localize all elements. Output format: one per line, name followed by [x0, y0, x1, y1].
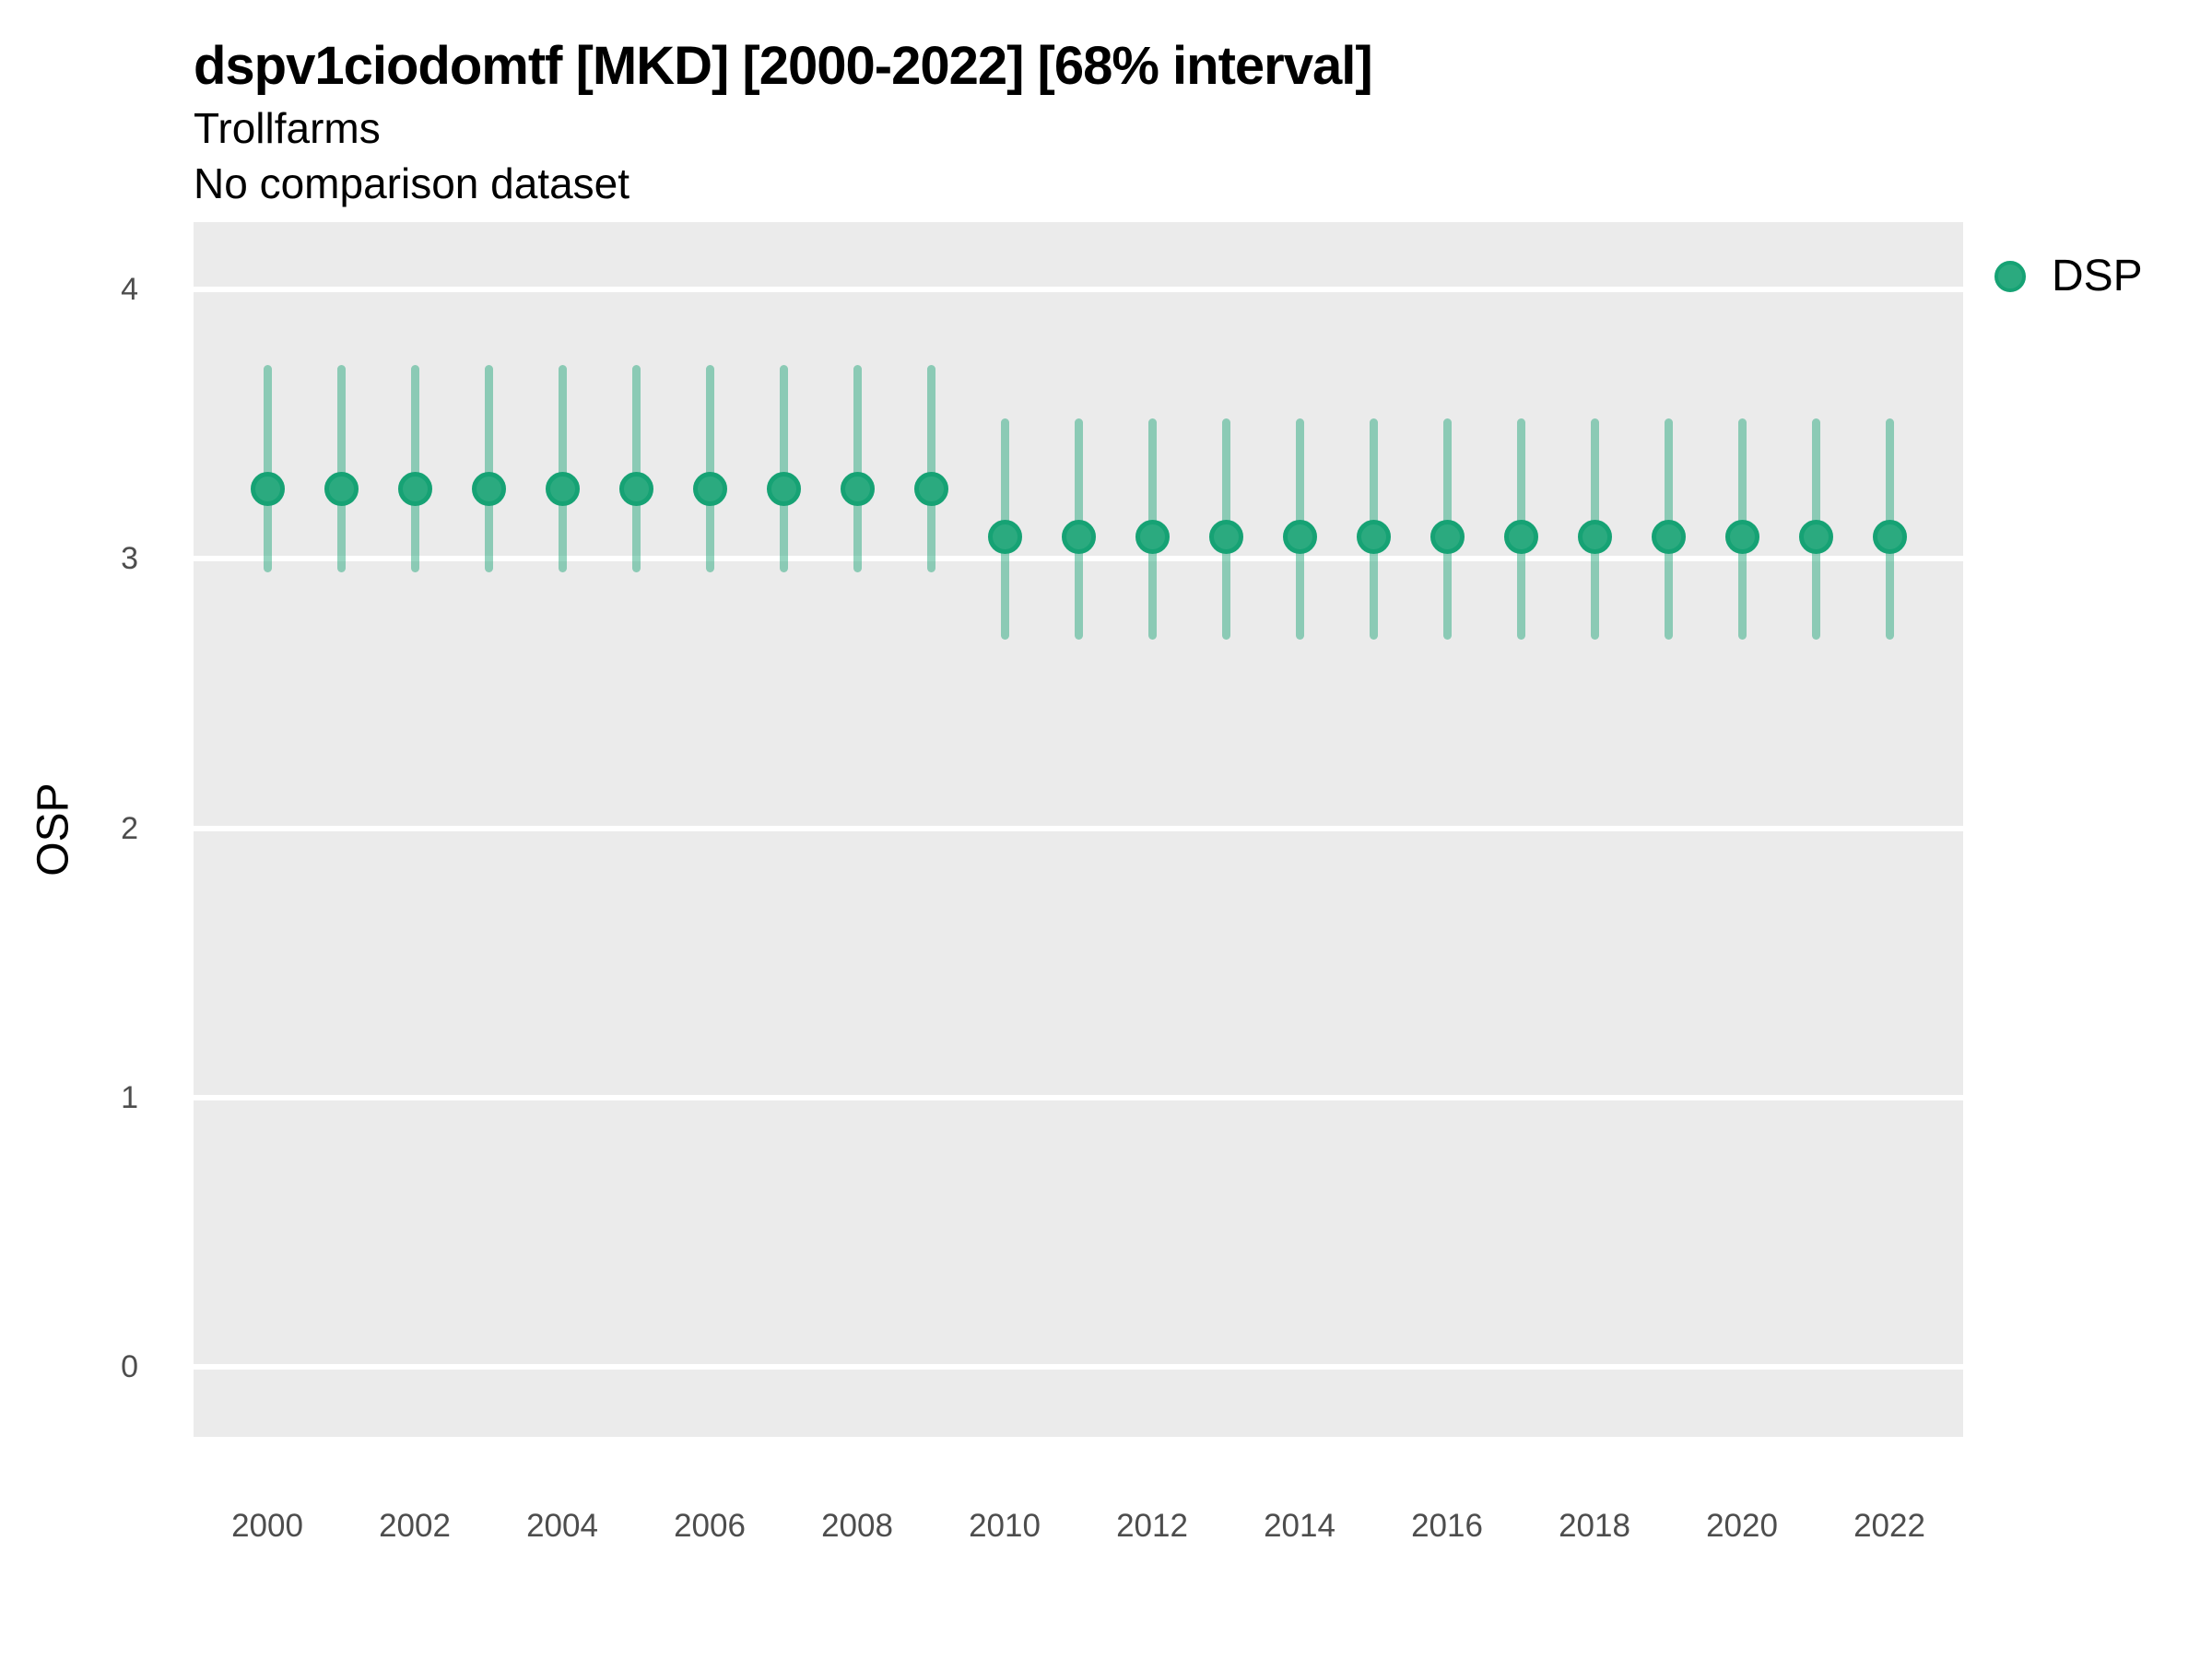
data-point — [1135, 520, 1170, 555]
data-point — [545, 471, 580, 506]
interval-bar — [336, 364, 346, 572]
x-tick-label: 2010 — [969, 1508, 1041, 1544]
data-point — [324, 471, 359, 506]
x-tick-label: 2014 — [1264, 1508, 1335, 1544]
data-point — [1208, 520, 1243, 555]
legend-circle-icon — [1994, 261, 2026, 292]
data-point — [987, 520, 1022, 555]
data-point — [397, 471, 432, 506]
data-point — [250, 471, 285, 506]
gridline-y-0 — [194, 1364, 1963, 1371]
data-point — [692, 471, 727, 506]
comparison-note: No comparison dataset — [194, 159, 630, 207]
x-tick-label: 2002 — [379, 1508, 451, 1544]
interval-bar — [779, 364, 788, 572]
x-tick-label: 2006 — [674, 1508, 746, 1544]
x-tick-label: 2020 — [1706, 1508, 1778, 1544]
y-tick-label: 3 — [121, 541, 138, 577]
gridline-y-2 — [194, 825, 1963, 831]
legend: DSP — [1994, 252, 2143, 300]
interval-bar — [263, 364, 272, 572]
data-point — [618, 471, 653, 506]
interval-bar — [558, 364, 567, 572]
data-point — [1503, 520, 1538, 555]
interval-bar — [926, 364, 935, 572]
interval-bar — [853, 364, 862, 572]
interval-bar — [484, 364, 493, 572]
y-tick-label: 1 — [121, 1079, 138, 1115]
legend-label: DSP — [2052, 252, 2143, 300]
x-tick-label: 2000 — [231, 1508, 303, 1544]
chart-subtitle: Trollfarms — [194, 104, 381, 152]
data-point — [1282, 520, 1317, 555]
x-tick-label: 2022 — [1853, 1508, 1925, 1544]
plot-panel — [194, 222, 1963, 1437]
chart-title: dspv1ciodomtf [MKD] [2000-2022] [68% int… — [194, 36, 1373, 96]
y-tick-label: 2 — [121, 810, 138, 846]
y-tick-label: 4 — [121, 272, 138, 308]
data-point — [1061, 520, 1096, 555]
gridline-y-1 — [194, 1094, 1963, 1100]
interval-bar — [410, 364, 419, 572]
data-point — [1872, 520, 1907, 555]
y-tick-label: 0 — [121, 1349, 138, 1385]
interval-bar — [631, 364, 641, 572]
data-point — [766, 471, 801, 506]
gridline-y-4 — [194, 287, 1963, 293]
data-point — [1798, 520, 1833, 555]
data-point — [913, 471, 948, 506]
data-point — [1651, 520, 1686, 555]
x-tick-label: 2008 — [821, 1508, 893, 1544]
data-point — [1356, 520, 1391, 555]
data-point — [1430, 520, 1465, 555]
data-point — [471, 471, 506, 506]
x-tick-label: 2012 — [1116, 1508, 1188, 1544]
interval-bar — [705, 364, 714, 572]
data-point — [1724, 520, 1759, 555]
x-tick-label: 2016 — [1411, 1508, 1483, 1544]
x-tick-label: 2018 — [1559, 1508, 1630, 1544]
data-point — [1577, 520, 1612, 555]
x-tick-label: 2004 — [526, 1508, 598, 1544]
data-point — [840, 471, 875, 506]
